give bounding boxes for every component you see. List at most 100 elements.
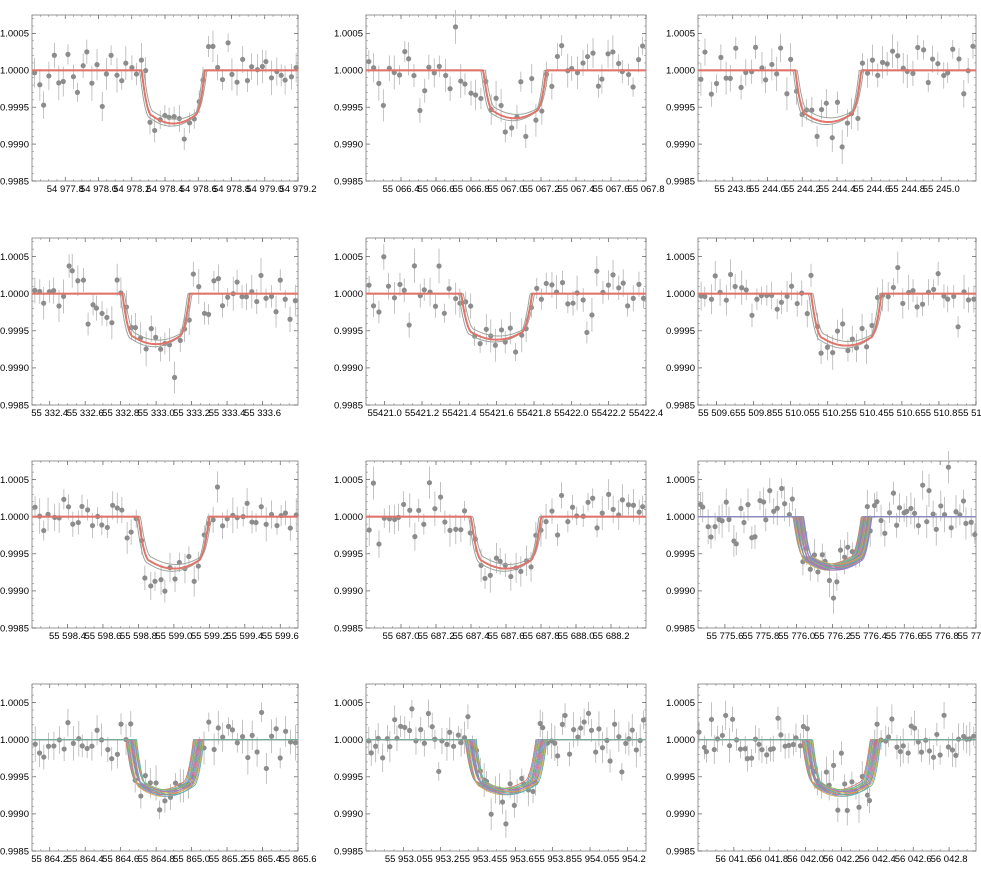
data-point	[263, 765, 269, 772]
data-point	[581, 719, 587, 725]
best-fit-model-curve	[366, 515, 646, 570]
data-point	[823, 769, 829, 775]
data-point	[407, 507, 413, 513]
data-point	[148, 583, 154, 589]
data-point	[963, 520, 969, 527]
data-point	[960, 498, 967, 504]
plot-frame	[697, 237, 977, 406]
data-point	[172, 576, 178, 582]
data-point	[461, 735, 468, 741]
data-point	[32, 741, 38, 747]
data-point	[436, 768, 442, 775]
x-tick-label: 55421.4	[442, 408, 476, 419]
data-point	[897, 748, 904, 755]
data-point	[138, 57, 145, 63]
data-point	[147, 780, 153, 786]
data-point	[51, 743, 57, 749]
data-point	[630, 84, 636, 90]
x-tick-label: 55 953.6	[497, 854, 534, 865]
data-point	[840, 321, 846, 327]
y-tick-label: 0.9985	[334, 623, 363, 634]
data-point	[752, 44, 759, 50]
data-point	[444, 741, 450, 747]
data-point	[37, 82, 43, 88]
x-tick-label: 55 333.4	[209, 408, 246, 419]
data-point	[211, 746, 217, 753]
data-point	[128, 529, 134, 535]
data-point	[540, 725, 546, 731]
data-point	[800, 723, 806, 730]
data-point	[206, 311, 212, 317]
y-tick-label: 1.0000	[0, 735, 29, 746]
x-tick-label: 55 687.8	[523, 631, 560, 642]
data-point	[885, 734, 892, 740]
data-point	[220, 734, 226, 740]
data-point	[807, 566, 813, 572]
data-point	[61, 496, 67, 502]
data-point	[945, 744, 952, 750]
y-tick-label: 0.9985	[334, 176, 363, 187]
data-point	[411, 72, 417, 79]
data-point	[924, 519, 930, 525]
data-points	[366, 466, 646, 593]
data-point	[263, 58, 269, 65]
best-fit-model-curve	[698, 69, 976, 123]
model-curves	[698, 739, 976, 797]
model-curve	[366, 293, 646, 337]
data-point	[158, 346, 164, 352]
data-point	[518, 79, 524, 85]
data-point	[826, 577, 833, 584]
data-point	[555, 753, 561, 759]
data-point	[402, 49, 408, 55]
data-point	[842, 781, 848, 787]
data-point	[739, 285, 745, 291]
data-point	[786, 512, 792, 518]
plot-frame	[31, 683, 299, 852]
model-curve	[32, 739, 298, 794]
data-point	[763, 517, 769, 523]
x-tick-label: 55422.2	[591, 408, 625, 419]
model-curve	[698, 516, 976, 565]
model-curves	[32, 515, 298, 572]
y-tick-label: 1.0005	[666, 252, 695, 263]
data-point	[612, 721, 618, 727]
data-point	[895, 53, 901, 59]
data-point	[818, 106, 825, 113]
data-point	[240, 56, 246, 63]
data-point	[153, 334, 159, 340]
x-tick-label: 55 510.4	[846, 408, 883, 419]
data-point	[282, 77, 288, 83]
y-tick-label: 1.0000	[334, 512, 363, 523]
x-tick-label: 55 066.8	[453, 184, 490, 195]
model-curve	[698, 516, 976, 567]
data-point	[863, 344, 870, 350]
data-point	[129, 65, 135, 71]
data-point	[412, 534, 418, 540]
data-point	[447, 729, 453, 735]
data-point	[219, 303, 226, 309]
x-tick-label: 55 864.6	[102, 854, 139, 865]
y-tick-label: 0.9995	[334, 772, 363, 783]
data-point	[713, 80, 720, 87]
data-point	[630, 502, 637, 508]
data-point	[574, 70, 581, 76]
data-point	[727, 75, 733, 81]
x-tick-label: 56 042.6	[895, 854, 932, 865]
y-tick-label: 1.0005	[0, 698, 29, 709]
data-point	[293, 65, 299, 71]
data-point	[929, 56, 936, 62]
data-point	[712, 523, 718, 530]
model-curve	[698, 516, 976, 571]
data-point	[84, 745, 90, 752]
model-curves	[698, 69, 976, 126]
x-tick-label: 54 978.6	[180, 184, 217, 195]
x-tick-label: 55 598.8	[120, 631, 157, 642]
data-point	[468, 90, 474, 96]
data-point	[788, 283, 795, 289]
data-point	[45, 743, 52, 749]
y-tick-label: 1.0005	[0, 252, 29, 263]
data-point	[422, 88, 428, 94]
data-point	[910, 287, 916, 294]
x-tick-label: 56 041.6	[715, 854, 752, 865]
